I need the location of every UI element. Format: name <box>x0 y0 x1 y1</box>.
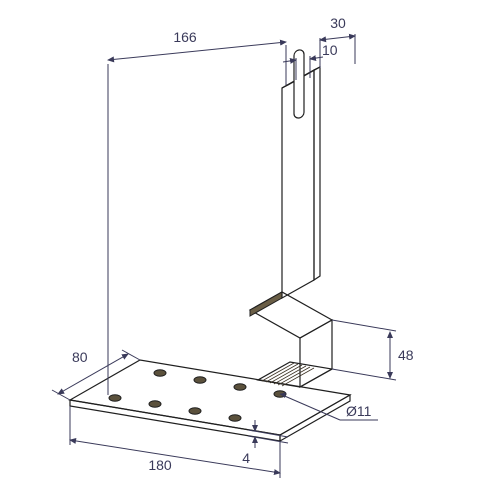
dim-166-label: 166 <box>173 29 197 45</box>
dim-80-label: 80 <box>72 349 88 365</box>
base-plate <box>70 360 350 441</box>
dim-hole-dia: Ø11 <box>280 392 378 420</box>
dim-48-label: 48 <box>398 347 414 363</box>
dim-180: 180 <box>70 406 280 478</box>
dim-dia-label: Ø11 <box>346 403 372 419</box>
technical-drawing: 166 30 10 80 180 4 <box>0 0 500 500</box>
dim-30-label: 30 <box>330 15 346 31</box>
hook-bracket <box>250 49 332 387</box>
dim-4-label: 4 <box>242 450 250 466</box>
mounting-holes <box>109 370 286 421</box>
dim-10: 10 <box>283 42 338 80</box>
dim-166: 166 <box>108 29 286 395</box>
dim-4: 4 <box>242 420 288 466</box>
dim-180-label: 180 <box>148 457 172 473</box>
dim-80: 80 <box>52 349 140 400</box>
dim-48: 48 <box>332 320 414 380</box>
dim-10-label: 10 <box>322 42 338 58</box>
